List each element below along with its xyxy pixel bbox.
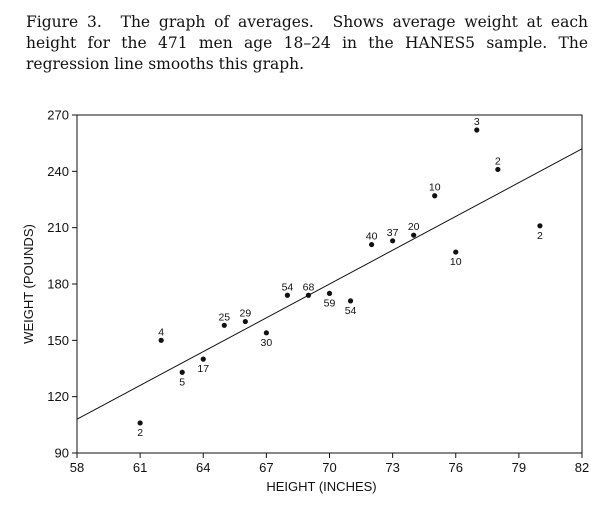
data-point [537, 223, 543, 229]
data-label: 2 [495, 155, 501, 167]
data-point [284, 292, 291, 298]
x-tick-label: 79 [512, 460, 526, 475]
data-label: 37 [387, 227, 399, 239]
data-label: 5 [179, 376, 185, 388]
data-point [137, 420, 143, 426]
data-point [495, 166, 501, 173]
data-label: 59 [324, 297, 336, 309]
data-point [305, 292, 312, 298]
data-point [179, 369, 185, 375]
y-axis-title: WEIGHT (POUNDS) [21, 224, 36, 344]
y-tick-label: 150 [47, 333, 69, 348]
y-tick-label: 90 [55, 446, 69, 461]
y-tick-label: 240 [47, 164, 69, 179]
data-point [411, 232, 417, 238]
y-tick-label: 210 [47, 220, 69, 235]
x-tick-label: 58 [70, 460, 84, 475]
data-label: 2 [537, 230, 543, 242]
data-point [221, 322, 227, 328]
x-tick-label: 73 [385, 460, 399, 475]
x-tick-label: 76 [449, 460, 463, 475]
data-label: 54 [282, 281, 294, 293]
data-point [242, 318, 248, 325]
figure-caption: Figure 3. The graph of averages. Shows a… [26, 12, 588, 75]
data-label: 10 [429, 182, 441, 194]
data-point [368, 241, 375, 248]
data-point [200, 356, 206, 362]
y-tick-label: 120 [47, 389, 69, 404]
x-tick-label: 64 [196, 460, 210, 475]
data-label: 20 [408, 221, 420, 233]
data-label: 10 [450, 256, 462, 268]
data-point [347, 298, 354, 304]
y-tick-label: 180 [47, 277, 69, 292]
data-label: 40 [366, 231, 378, 243]
data-point [390, 238, 396, 244]
data-label: 25 [218, 311, 230, 323]
x-tick-label: 67 [259, 460, 273, 475]
data-point [326, 290, 333, 296]
figure-description: Shows average weight at each height for … [26, 13, 589, 73]
data-label: 54 [345, 305, 357, 317]
x-tick-label: 82 [575, 460, 589, 475]
x-tick-label: 61 [133, 460, 147, 475]
data-point [432, 193, 438, 199]
regression-line [76, 148, 583, 420]
data-point [453, 249, 459, 255]
data-label: 2 [137, 427, 143, 439]
chart-axes: 58 61 64 67 70 73 76 79 8290120150180210240270HE… [21, 108, 589, 495]
x-axis-title: HEIGHT (INCHES) [266, 479, 376, 494]
chart-marks: 2 4 5 17 25 29 30 54 68 59 54 40 37 20 10 10 3 2 2 [76, 116, 583, 439]
data-label: 68 [303, 281, 315, 293]
figure-number: Figure 3. [26, 13, 102, 31]
data-label: 3 [474, 116, 480, 128]
data-label: 4 [158, 326, 164, 338]
data-label: 30 [261, 337, 273, 349]
y-tick-label: 270 [47, 108, 69, 123]
figure-title: The graph of averages. [120, 13, 314, 31]
data-point [474, 127, 480, 133]
x-tick-label: 70 [322, 460, 336, 475]
data-label: 29 [239, 308, 251, 320]
data-label: 17 [197, 363, 209, 375]
data-point [263, 330, 269, 336]
data-point [158, 337, 164, 343]
